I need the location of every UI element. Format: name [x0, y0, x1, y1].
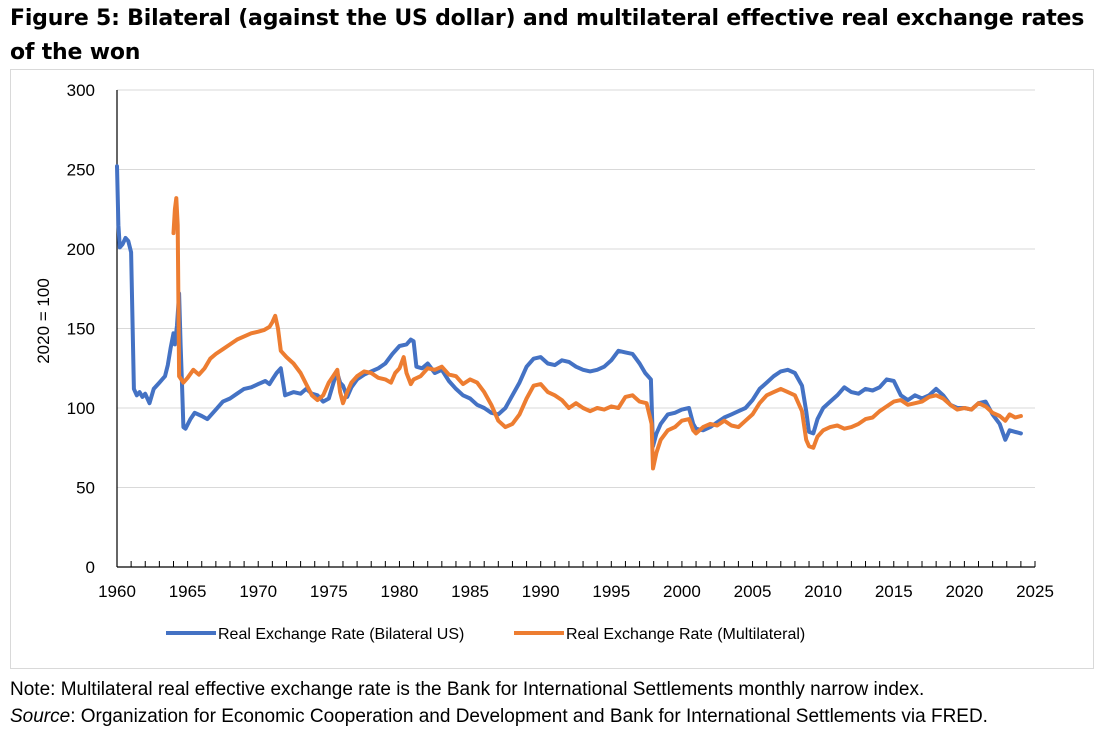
y-tick-label: 200 [67, 240, 95, 259]
note-text: Note: Multilateral real effective exchan… [10, 679, 925, 700]
x-tick-label: 1980 [381, 582, 419, 601]
x-tick-label: 2010 [804, 582, 842, 601]
x-tick-label: 1960 [98, 582, 136, 601]
legend-label: Real Exchange Rate (Bilateral US) [218, 626, 464, 643]
x-tick-labels: 1960 1965 1970 1975 1980 1985 1990 1995 2000 2005… [98, 582, 1054, 601]
x-tick-label: 1985 [451, 582, 489, 601]
y-tick-label: 50 [76, 479, 95, 498]
x-tick-label: 1990 [522, 582, 560, 601]
chart-frame: 0 50 100 150 200 250 300 1960 1965 1970 1975 1980 1… [10, 69, 1094, 669]
y-tick-label: 150 [67, 320, 95, 339]
y-axis-label: 2020 = 100 [34, 278, 53, 364]
x-tick-label: 2005 [734, 582, 772, 601]
x-tick-label: 2025 [1016, 582, 1054, 601]
x-tick-label: 2000 [663, 582, 701, 601]
y-tick-label: 250 [67, 161, 95, 180]
figure-title: Figure 5: Bilateral (against the US doll… [10, 6, 1085, 65]
series-line-bilateral [115, 164, 1023, 449]
x-tick-label: 2020 [945, 582, 983, 601]
x-tick-label: 1965 [169, 582, 207, 601]
source-line: Source: Organization for Economic Cooper… [10, 703, 988, 730]
y-tick-labels: 0 50 100 150 200 250 300 [67, 81, 95, 577]
source-label: Source [10, 706, 71, 727]
y-tick-label: 0 [86, 558, 95, 577]
legend-label: Real Exchange Rate (Multilateral) [566, 626, 805, 643]
y-gridlines [117, 89, 1035, 488]
x-tick-label: 1975 [310, 582, 348, 601]
x-tick-label: 1970 [239, 582, 277, 601]
series-lines [115, 164, 1023, 471]
y-tick-label: 100 [67, 399, 95, 418]
x-tick-label: 2015 [875, 582, 913, 601]
y-tick-label: 300 [67, 81, 95, 100]
x-tick-label: 1995 [592, 582, 630, 601]
figure-note: Note: Multilateral real effective exchan… [10, 676, 988, 730]
series-line-multilateral [171, 196, 1023, 471]
source-text: : Organization for Economic Cooperation … [70, 706, 988, 727]
legend: Real Exchange Rate (Bilateral US) Real Ex… [166, 626, 805, 643]
